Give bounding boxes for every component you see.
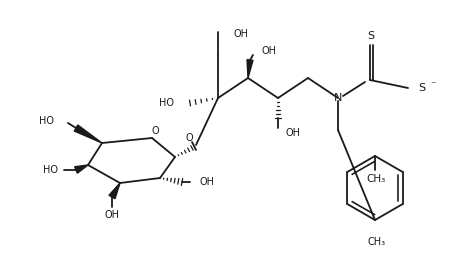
Text: O: O xyxy=(185,133,193,143)
Text: CH₃: CH₃ xyxy=(368,237,386,247)
Polygon shape xyxy=(75,165,88,173)
Text: S: S xyxy=(368,31,375,41)
Text: CH₃: CH₃ xyxy=(367,174,385,184)
Text: OH: OH xyxy=(199,177,214,187)
Text: OH: OH xyxy=(104,210,119,220)
Polygon shape xyxy=(109,183,120,199)
Text: HO: HO xyxy=(159,98,174,108)
Text: HO: HO xyxy=(43,165,58,175)
Text: ⁻: ⁻ xyxy=(430,80,436,90)
Text: HO: HO xyxy=(39,116,54,126)
Text: OH: OH xyxy=(261,46,276,56)
Text: OH: OH xyxy=(286,128,301,138)
Text: O: O xyxy=(151,126,159,136)
Text: N: N xyxy=(334,93,342,103)
Text: OH: OH xyxy=(234,29,249,39)
Polygon shape xyxy=(247,60,253,78)
Polygon shape xyxy=(74,125,102,143)
Text: S: S xyxy=(418,83,425,93)
